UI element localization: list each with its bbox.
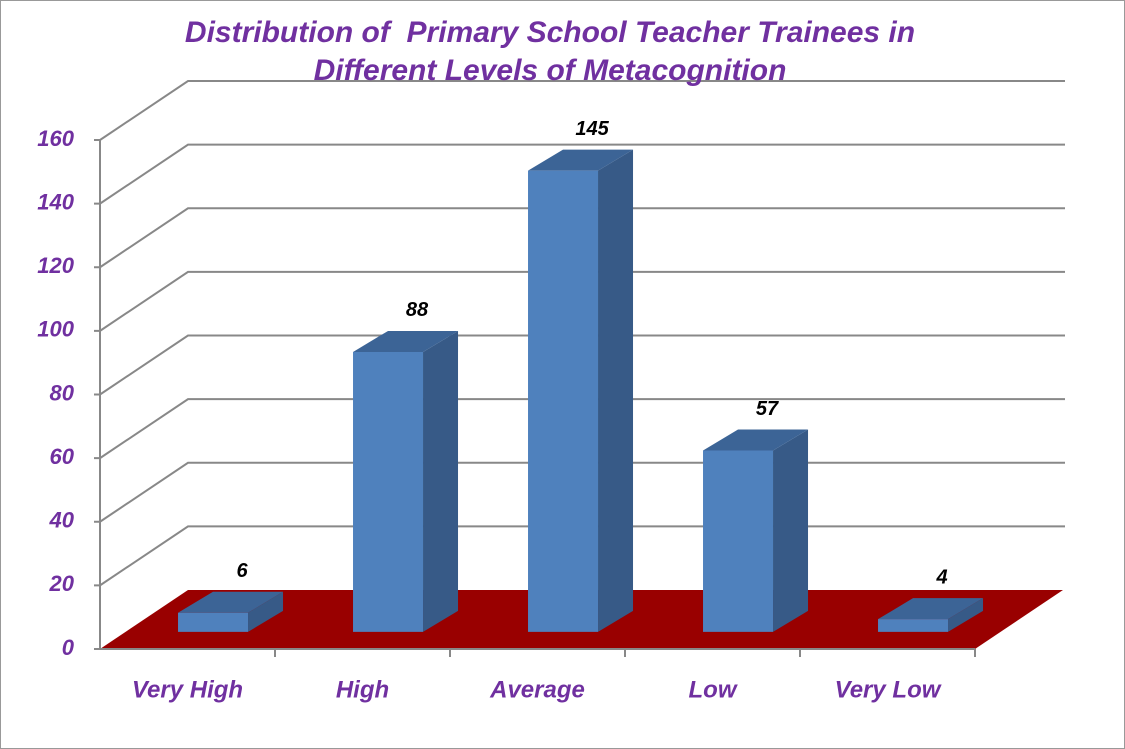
bar-side <box>948 598 984 632</box>
value-label: 88 <box>406 299 429 321</box>
x-tick-label: High <box>336 676 389 703</box>
bar-top <box>878 598 984 620</box>
x-tick-label: Average <box>489 676 585 703</box>
bar-front <box>178 612 249 632</box>
bar-side <box>598 149 634 632</box>
bar-front <box>878 619 949 632</box>
grid-line <box>99 334 1065 396</box>
bar-front <box>528 170 599 632</box>
y-tick-label: 160 <box>37 126 74 151</box>
bar <box>703 429 809 632</box>
value-label: 4 <box>935 566 947 588</box>
bar <box>178 591 284 632</box>
x-tick-label: Very High <box>132 676 243 703</box>
bar-top <box>353 330 459 352</box>
y-tick-label: 120 <box>37 253 74 278</box>
bar-top <box>528 149 634 171</box>
bar <box>353 330 459 632</box>
y-tick-label: 100 <box>37 317 74 342</box>
grid-line <box>99 270 1065 332</box>
bar <box>528 149 634 632</box>
bar-side <box>248 591 284 632</box>
bar-front <box>353 351 424 632</box>
value-label: 57 <box>756 398 779 420</box>
value-label: 145 <box>575 118 609 140</box>
y-tick-label: 20 <box>49 571 75 596</box>
x-tick-label: Very Low <box>835 676 942 703</box>
bar-side <box>773 429 809 632</box>
grid-line <box>99 398 1065 459</box>
bar-top <box>703 429 809 451</box>
y-tick-label: 60 <box>50 444 75 469</box>
y-tick-label: 140 <box>37 189 74 214</box>
bar-top <box>178 591 284 613</box>
bar-front <box>703 450 774 632</box>
grid-line <box>99 207 1065 269</box>
value-label: 6 <box>236 560 248 582</box>
y-tick-label: 40 <box>49 508 75 533</box>
grid-line <box>99 80 1065 141</box>
grid-line <box>99 143 1065 205</box>
chart-title: Distribution of Primary School Teacher T… <box>184 16 924 87</box>
y-tick-label: 0 <box>62 635 75 660</box>
bar-side <box>423 330 459 632</box>
x-tick-label: Low <box>689 676 738 703</box>
y-tick-label: 80 <box>50 380 75 405</box>
bar <box>878 598 984 632</box>
